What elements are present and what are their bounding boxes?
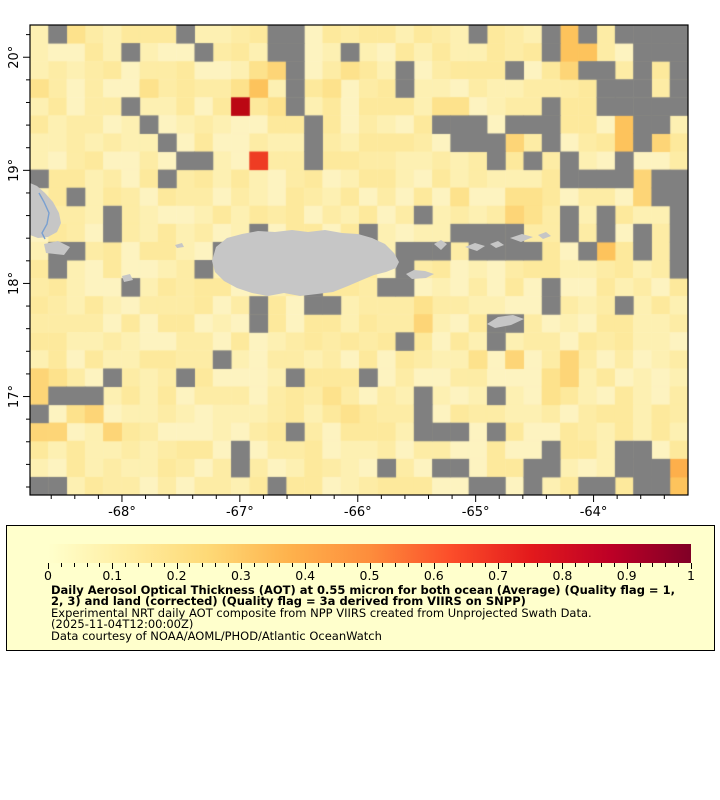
legend-title-line1: Daily Aerosol Optical Thickness (AOT) at… xyxy=(51,583,675,597)
landmass-mona-island xyxy=(122,274,133,282)
colorbar-minor-tick xyxy=(318,563,320,567)
colorbar-minor-tick xyxy=(472,563,474,567)
colorbar-minor-tick xyxy=(189,563,191,567)
landmass-st-john xyxy=(490,241,504,248)
x-axis-tick-label: -68° xyxy=(108,505,136,520)
colorbar-minor-tick xyxy=(420,563,422,567)
x-axis-tick-label: -64° xyxy=(580,505,608,520)
colorbar-minor-tick xyxy=(343,563,345,567)
colorbar-minor-tick xyxy=(99,563,101,567)
colorbar-gradient xyxy=(48,544,691,563)
colorbar-minor-tick xyxy=(202,563,204,567)
legend-timestamp: (2025-11-04T12:00:00Z) xyxy=(51,617,194,632)
colorbar-tick-label: 0.2 xyxy=(166,568,187,583)
colorbar-minor-tick xyxy=(125,563,127,567)
landmass-desecheo-island xyxy=(175,243,184,248)
colorbar-minor-tick xyxy=(588,563,590,567)
map-frame xyxy=(29,24,689,496)
colorbar-minor-tick xyxy=(150,563,152,567)
colorbar-minor-tick xyxy=(523,563,525,567)
y-axis-tick-label: 20° xyxy=(7,46,22,69)
map-overlay-svg: -68° -67° -66° -65° -64° 20° 19° 18° 17° xyxy=(7,24,689,520)
landmass-hispaniola-east-tip xyxy=(30,183,61,238)
x-axis-tick-label: -67° xyxy=(226,505,254,520)
colorbar-major-tick xyxy=(433,563,435,569)
landmass-virgin-gorda xyxy=(538,232,551,239)
colorbar-minor-tick xyxy=(510,563,512,567)
colorbar-minor-tick xyxy=(446,563,448,567)
colorbar-minor-tick xyxy=(652,563,654,567)
colorbar-tick-label: 0.7 xyxy=(488,568,509,583)
legend-subtitle: Experimental NRT daily AOT composite fro… xyxy=(51,605,592,620)
legend-text-block: Daily Aerosol Optical Thickness (AOT) at… xyxy=(51,583,675,643)
x-axis-tick-label: -66° xyxy=(344,505,372,520)
colorbar-tick-label: 0.4 xyxy=(295,568,316,583)
map-plot: -68° -67° -66° -65° -64° 20° 19° 18° 17° xyxy=(7,24,689,520)
colorbar-major-tick xyxy=(369,563,371,569)
colorbar-minor-tick xyxy=(330,563,332,567)
colorbar-minor-tick xyxy=(408,563,410,567)
colorbar-major-tick xyxy=(240,563,242,569)
colorbar-minor-tick xyxy=(86,563,88,567)
colorbar-minor-tick xyxy=(485,563,487,567)
legend-credit: Data courtesy of NOAA/AOML/PHOD/Atlantic… xyxy=(51,628,382,643)
colorbar-minor-tick xyxy=(678,563,680,567)
colorbar-minor-tick xyxy=(665,563,667,567)
colorbar-minor-tick xyxy=(382,563,384,567)
colorbar-tick-label: 0.3 xyxy=(230,568,251,583)
landmass-st-thomas xyxy=(465,243,485,251)
x-axis-tick-label: -65° xyxy=(462,505,490,520)
landmass-culebra xyxy=(434,240,447,250)
y-axis-tick-label: 17° xyxy=(7,385,22,408)
landmass-st-croix xyxy=(487,315,524,328)
legend-panel: 0 0.1 0.2 0.3 0.4 0.5 0.6 0.7 0.8 0.9 1 Daily Aero… xyxy=(6,525,715,651)
colorbar-tick-label: 0.1 xyxy=(102,568,123,583)
colorbar-minor-tick xyxy=(138,563,140,567)
landmass-puerto-rico xyxy=(212,230,399,296)
colorbar-tick-label: 0.8 xyxy=(552,568,573,583)
colorbar-minor-tick xyxy=(253,563,255,567)
colorbar-tick-label: 0.6 xyxy=(423,568,444,583)
colorbar-tick-label: 1 xyxy=(687,568,695,583)
colorbar-minor-tick xyxy=(536,563,538,567)
colorbar-minor-tick xyxy=(228,563,230,567)
colorbar-major-tick xyxy=(112,563,114,569)
y-axis-tick-label: 19° xyxy=(7,159,22,182)
colorbar-minor-tick xyxy=(613,563,615,567)
colorbar-minor-tick xyxy=(73,563,75,567)
colorbar-major-tick xyxy=(48,563,49,569)
colorbar-minor-tick xyxy=(356,563,358,567)
colorbar-minor-tick xyxy=(266,563,268,567)
y-axis-tick-label: 18° xyxy=(7,272,22,295)
colorbar-minor-tick xyxy=(639,563,641,567)
legend-title-line2: 2, 3) and land (corrected) (Quality flag… xyxy=(51,594,526,609)
colorbar-minor-tick xyxy=(459,563,461,567)
colorbar-minor-tick xyxy=(215,563,217,567)
colorbar-minor-tick xyxy=(600,563,602,567)
colorbar-major-tick xyxy=(691,563,692,569)
colorbar-minor-tick xyxy=(60,563,62,567)
colorbar-minor-tick xyxy=(292,563,294,567)
colorbar-major-tick xyxy=(176,563,178,569)
colorbar-major-tick xyxy=(498,563,500,569)
river-line xyxy=(38,192,50,240)
colorbar-tick-label: 0.5 xyxy=(359,568,380,583)
landmass-vieques xyxy=(406,270,434,279)
landmass-hispaniola-coast-islet xyxy=(44,241,70,255)
colorbar-tick-label: 0.9 xyxy=(616,568,637,583)
colorbar-minor-tick xyxy=(395,563,397,567)
colorbar-major-tick xyxy=(562,563,564,569)
colorbar-minor-tick xyxy=(279,563,281,567)
landmass-tortola xyxy=(510,234,533,242)
colorbar-major-tick xyxy=(626,563,628,569)
colorbar-minor-tick xyxy=(575,563,577,567)
colorbar-major-tick xyxy=(305,563,307,569)
colorbar-tick-label: 0 xyxy=(44,568,52,583)
colorbar-minor-tick xyxy=(163,563,165,567)
colorbar-minor-tick xyxy=(549,563,551,567)
